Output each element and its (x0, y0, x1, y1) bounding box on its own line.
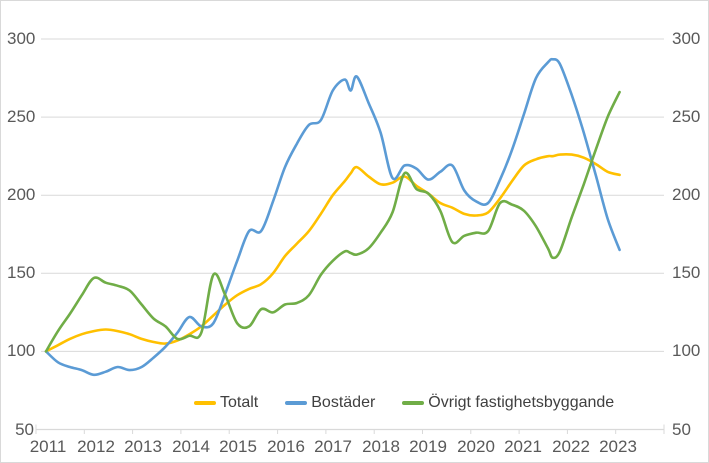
legend-label-totalt: Totalt (220, 394, 259, 411)
x-axis-label-2017: 2017 (314, 437, 352, 456)
y-axis-right-label-50: 50 (672, 420, 691, 439)
y-axis-left-label-300: 300 (7, 29, 36, 48)
series-line-1 (44, 57, 621, 377)
x-axis-label-2012: 2012 (77, 437, 115, 456)
x-axis-label-2011: 2011 (29, 437, 67, 456)
y-axis-left-label-200: 200 (7, 185, 36, 204)
x-axis-label-2023: 2023 (599, 437, 637, 456)
series-line-2 (44, 90, 621, 353)
legend-line-swatch-bostader (285, 401, 308, 405)
series-line-0 (44, 153, 621, 353)
legend-label-bostader: Bostäder (311, 394, 376, 411)
y-axis-left-label-250: 250 (7, 107, 36, 126)
y-axis-left-label-50: 50 (15, 420, 34, 439)
y-axis-left-label-150: 150 (7, 263, 36, 282)
legend-item-ovrigt: Övrigt fastighetsbyggande (402, 393, 614, 413)
y-axis-right-label-250: 250 (672, 107, 701, 126)
legend-label-ovrigt: Övrigt fastighetsbyggande (428, 394, 615, 411)
x-axis-label-2014: 2014 (172, 437, 210, 456)
y-axis-left-label-100: 100 (7, 341, 36, 360)
y-axis-right-label-150: 150 (672, 263, 701, 282)
legend-line-swatch-totalt (194, 401, 216, 405)
x-axis-label-2021: 2021 (504, 437, 542, 456)
x-axis-label-2022: 2022 (552, 437, 590, 456)
x-axis-label-2019: 2019 (409, 437, 447, 456)
y-axis-right-label-300: 300 (672, 29, 701, 48)
x-axis-label-2013: 2013 (124, 437, 162, 456)
y-axis-right-label-200: 200 (672, 185, 701, 204)
legend-item-totalt: Totalt (194, 393, 258, 413)
legend: Totalt Bostäder Övrigt fastighetsbyggand… (194, 393, 614, 413)
x-axis-label-2018: 2018 (362, 437, 400, 456)
x-axis-label-2015: 2015 (219, 437, 257, 456)
x-axis-label-2016: 2016 (267, 437, 305, 456)
x-axis-label-2020: 2020 (457, 437, 495, 456)
legend-line-swatch-ovrigt (402, 401, 425, 405)
y-axis-right-label-100: 100 (672, 341, 701, 360)
legend-item-bostader: Bostäder (285, 393, 375, 413)
